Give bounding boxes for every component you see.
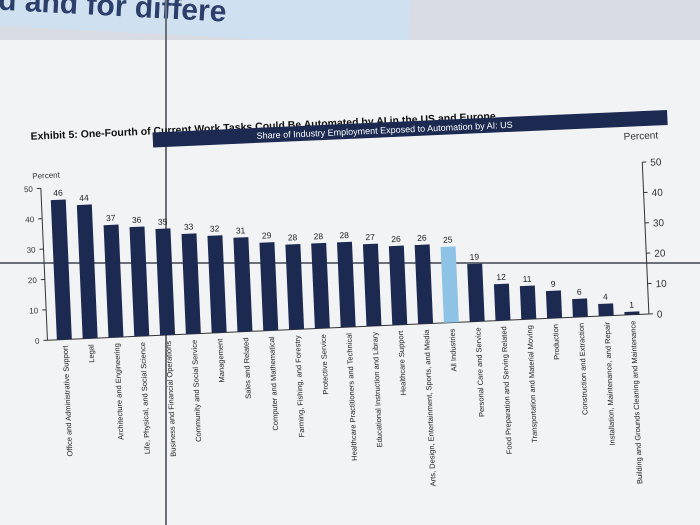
category-label: Installation, Maintenance, and Repair — [602, 321, 616, 446]
bar-value-label: 28 — [313, 231, 323, 241]
bar-value-label: 28 — [339, 230, 349, 240]
category-label: Sales and Related — [241, 337, 253, 399]
bar — [414, 244, 434, 325]
bar-value-label: 31 — [236, 225, 246, 235]
bar-value-label: 12 — [496, 272, 506, 282]
y-tick-label-left: 50 — [24, 185, 34, 194]
category-label: Business and Financial Operations — [164, 341, 178, 457]
bar-value-label: 28 — [288, 232, 298, 242]
bar — [76, 204, 98, 339]
bar — [467, 263, 485, 322]
y-tick-label-left: 40 — [25, 215, 35, 224]
bar-value-label: 19 — [469, 252, 479, 262]
bar-value-label: 27 — [365, 232, 375, 242]
bar-value-label: 33 — [184, 221, 194, 231]
bar — [233, 237, 253, 332]
category-label: Construction and Extraction — [577, 323, 590, 415]
y-tick-label-left: 30 — [26, 245, 36, 254]
category-label: Architecture and Engineering — [112, 343, 125, 440]
bar — [624, 311, 640, 316]
category-label: Legal — [86, 344, 96, 363]
category-label: Healthcare Practitioners and Technical — [344, 333, 359, 461]
bar-value-label: 37 — [106, 213, 116, 223]
y-tick-label-right: 50 — [650, 157, 662, 168]
y-tick-label-right: 10 — [655, 279, 667, 290]
y-axis-label-left: Percent — [32, 171, 61, 181]
category-label: Computer and Mathematical — [267, 336, 280, 431]
category-label: Transportation and Material Moving — [525, 325, 539, 443]
y-tick-label-right: 0 — [657, 309, 663, 320]
category-label: Personal Care and Service — [473, 327, 486, 417]
bar — [207, 235, 227, 334]
category-label: All Industries — [448, 328, 459, 372]
y-axis-right — [641, 162, 650, 314]
bar-value-label: 25 — [443, 234, 453, 244]
bar — [545, 290, 563, 319]
bar — [519, 285, 537, 320]
y-tick-label-left: 10 — [29, 306, 39, 315]
y-tick-label-right: 20 — [654, 248, 666, 259]
bar — [129, 226, 150, 337]
category-label: Office and Administrative Support — [61, 344, 75, 456]
bar-value-label: 6 — [577, 287, 582, 297]
bar-value-label: 36 — [132, 215, 142, 225]
category-label: Management — [215, 338, 226, 383]
bar-value-label: 4 — [603, 292, 608, 302]
bar — [181, 233, 201, 335]
bar-value-label: 44 — [79, 193, 89, 203]
category-label: Building and Grounds Cleaning and Mainte… — [628, 320, 644, 484]
bar-value-label: 11 — [522, 274, 532, 284]
bar-value-label: 26 — [417, 233, 427, 243]
y-axis-left — [40, 188, 48, 341]
y-tick-label-right: 40 — [651, 188, 663, 199]
bar — [572, 298, 588, 318]
bar — [493, 283, 511, 321]
bar — [598, 303, 614, 317]
bar-value-label: 9 — [551, 279, 556, 289]
bar-value-label: 26 — [391, 234, 401, 244]
bar — [155, 228, 176, 336]
category-label: Healthcare Support — [396, 330, 408, 396]
bar-value-label: 35 — [158, 216, 168, 226]
category-label: Educational Instruction and Library — [370, 332, 384, 448]
category-label: Arts, Design, Entertainment, Sports, and… — [422, 329, 438, 487]
y-axis-label-right: Percent — [623, 130, 658, 143]
category-label: Life, Physical, and Social Science — [138, 342, 152, 454]
bar — [50, 199, 72, 340]
category-label: Protective Service — [319, 334, 331, 395]
bar — [259, 242, 279, 331]
bar — [311, 242, 330, 329]
category-label: Production — [551, 324, 562, 360]
bar — [103, 224, 124, 338]
bar-value-label: 46 — [53, 188, 63, 198]
bar — [440, 246, 459, 323]
bar-value-label: 32 — [210, 223, 220, 233]
category-label: Farming, Fishing, and Forestry — [293, 335, 306, 438]
subtitle-banner — [152, 109, 668, 148]
y-tick-label-right: 30 — [653, 218, 665, 229]
y-tick-label-left: 0 — [35, 337, 40, 346]
y-tick-label-left: 20 — [28, 276, 38, 285]
bar-value-label: 29 — [262, 230, 272, 240]
bar — [336, 241, 356, 328]
bar-value-label: 1 — [629, 300, 634, 310]
category-label: Community and Social Service — [190, 340, 203, 442]
bar — [285, 243, 305, 330]
bar — [362, 243, 382, 327]
category-label: Food Preparation and Serving Related — [499, 326, 514, 454]
bar — [388, 245, 408, 326]
